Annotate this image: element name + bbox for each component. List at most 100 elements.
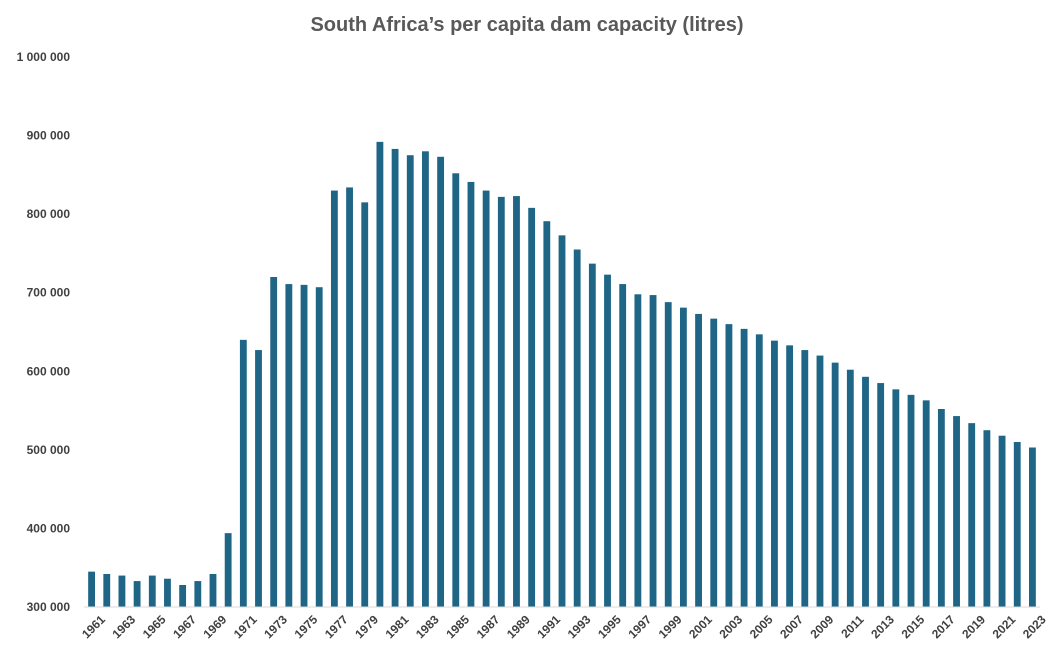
x-axis-tick-labels: 1961 1963 1965 1967 1969 1971 1973 1975 1977 1979… (79, 612, 1049, 641)
bar-2023 (1029, 447, 1036, 607)
x-tick-label: 1963 (109, 612, 138, 641)
bar-2013 (877, 383, 885, 607)
bar-1997 (634, 294, 642, 607)
bar-2007 (786, 345, 794, 607)
y-tick-label: 300 000 (27, 600, 71, 614)
bar-1970 (224, 533, 232, 607)
bar-2021 (998, 435, 1006, 607)
x-tick-label: 2001 (686, 612, 715, 641)
bar-1985 (452, 173, 460, 608)
bar-1979 (361, 202, 369, 608)
bar-2017 (937, 409, 945, 607)
bar-1987 (482, 190, 490, 607)
bar-1977 (330, 190, 338, 607)
y-axis-tick-labels: 300 000 400 000 500 000 600 000 700 000 800 0… (17, 50, 71, 614)
bar-2014 (892, 389, 900, 607)
x-tick-label: 2009 (808, 612, 837, 641)
bar-1993 (573, 249, 581, 607)
bar-1992 (558, 235, 566, 608)
y-tick-label: 400 000 (27, 521, 71, 535)
bar-2003 (725, 324, 733, 607)
x-tick-label: 2005 (747, 612, 776, 641)
bar-1980 (376, 141, 384, 608)
x-tick-label: 1971 (231, 612, 260, 641)
bar-2011 (846, 369, 854, 607)
bar-2005 (755, 334, 763, 607)
bar-1990 (528, 207, 536, 608)
y-tick-label: 700 000 (27, 286, 71, 300)
bar-1995 (604, 274, 611, 607)
bar-1966 (164, 578, 171, 607)
bar-1978 (346, 187, 353, 607)
bar-1967 (179, 585, 187, 607)
bar-1968 (194, 581, 202, 607)
bar-2015 (907, 394, 915, 607)
x-tick-label: 2023 (1020, 612, 1049, 641)
y-tick-label: 900 000 (27, 129, 71, 143)
bar-1961 (88, 571, 95, 607)
bar-1969 (209, 574, 217, 607)
bar-1998 (649, 295, 657, 607)
x-tick-label: 1987 (474, 612, 503, 641)
bar-1986 (467, 181, 475, 607)
y-tick-label: 500 000 (27, 443, 71, 457)
x-tick-label: 1985 (443, 612, 472, 641)
bar-1989 (513, 196, 520, 607)
x-tick-label: 1995 (595, 612, 624, 641)
bar-1971 (239, 339, 247, 607)
chart-title: South Africa’s per capita dam capacity (… (310, 14, 744, 36)
x-tick-label: 1961 (79, 612, 108, 641)
x-tick-label: 2003 (716, 612, 745, 641)
x-tick-label: 2011 (838, 612, 867, 641)
bar-1976 (315, 287, 323, 607)
bar-1982 (406, 155, 414, 607)
bar-1991 (543, 221, 551, 607)
bar-1975 (300, 284, 308, 607)
x-tick-label: 1999 (656, 612, 685, 641)
x-tick-label: 2007 (777, 612, 806, 641)
bar-1963 (118, 575, 126, 607)
x-tick-label: 1981 (383, 612, 412, 641)
bar-series (88, 141, 1036, 608)
bar-2012 (862, 376, 869, 607)
x-tick-label: 1997 (625, 612, 654, 641)
bar-2022 (1013, 442, 1021, 607)
x-tick-label: 2017 (929, 612, 958, 641)
bar-1981 (391, 148, 399, 607)
x-tick-label: 1975 (292, 612, 321, 641)
bar-1974 (285, 284, 293, 607)
bar-1999 (664, 302, 672, 607)
bar-2009 (816, 355, 824, 607)
x-tick-label: 1979 (352, 612, 381, 641)
bar-2016 (922, 400, 930, 607)
bar-2018 (953, 416, 960, 607)
x-tick-label: 1977 (322, 612, 351, 641)
x-tick-label: 2021 (990, 612, 1019, 641)
y-tick-label: 600 000 (27, 364, 71, 378)
bar-2001 (695, 313, 702, 607)
bar-2019 (968, 423, 976, 607)
x-tick-label: 1965 (140, 612, 169, 641)
bar-1965 (148, 575, 156, 607)
bar-1964 (133, 581, 141, 607)
x-tick-label: 1973 (261, 612, 290, 641)
bar-1984 (437, 156, 445, 608)
y-tick-label: 800 000 (27, 207, 71, 221)
bar-2008 (801, 350, 809, 607)
bar-2006 (771, 340, 778, 607)
x-tick-label: 1989 (504, 612, 533, 641)
x-tick-label: 2015 (899, 612, 928, 641)
bar-2002 (710, 318, 718, 607)
x-tick-label: 1967 (170, 612, 199, 641)
bar-1972 (255, 350, 262, 607)
x-tick-label: 1991 (534, 612, 563, 641)
bar-2020 (983, 430, 991, 607)
x-tick-label: 2013 (868, 612, 897, 641)
bar-1962 (103, 574, 111, 607)
bar-2004 (740, 328, 748, 607)
x-tick-label: 1983 (413, 612, 442, 641)
bar-1994 (588, 263, 596, 607)
bar-1983 (422, 151, 429, 608)
x-tick-label: 1969 (201, 612, 230, 641)
